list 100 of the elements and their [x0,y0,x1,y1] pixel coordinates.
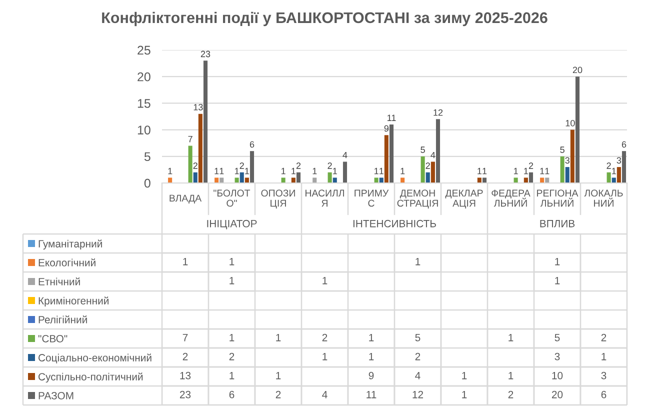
data-label: 1 [374,168,378,174]
data-label: 1 [508,334,514,342]
data-label: 1 [524,168,528,174]
data-label: 13 [194,104,203,110]
data-label: 5 [415,334,420,342]
data-label: 1 [333,168,337,174]
data-label: 10 [566,120,575,126]
y-tick-label: 5 [144,152,150,162]
text: ІНТЕНСИВНІСТЬ [353,220,436,228]
data-label: 7 [182,334,188,342]
text: ВПЛИВ [540,220,575,228]
x-tick-label: ЛОКАЛЬ НИЙ [584,190,623,207]
y-tick-label: 15 [138,99,150,108]
bar [430,162,435,183]
bar [342,162,348,183]
x-tick-label: РЕГІОНА ЛЬНИЙ [537,190,578,207]
y-tick-label: РАЗОМ [38,392,74,400]
data-label: 1 [555,277,560,284]
chart-title: Конфліктогенні події у БАШКОРТОСТАНІ за зиму 2025-2026 [102,12,548,26]
data-label: 1 [322,277,328,284]
y-tick-label: 20 [138,72,150,82]
x-tick-label: ФЕДЕРА ЛЬНИЙ [492,190,530,207]
data-label: 11 [366,391,376,398]
data-label: 1 [234,168,239,174]
y-tick-label: Криміногенний [38,296,108,307]
bar [332,178,337,183]
data-label: 1 [220,168,224,174]
bar [560,156,564,183]
y-tick-label: Релігійний [38,316,87,324]
data-label: 1 [230,277,234,284]
data-label: 6 [601,390,606,398]
data-label: 1 [168,168,172,174]
data-label: 23 [180,390,191,398]
data-label: 4 [415,372,420,380]
data-label: 2 [229,352,234,360]
y-tick-label: Етнічний [38,278,80,286]
data-label: 1 [478,168,482,174]
data-label: 1 [230,372,234,380]
bar [426,172,430,183]
data-label: 3 [616,157,622,164]
data-label: 1 [540,168,544,174]
bar [482,178,487,183]
data-label: 1 [602,353,606,360]
data-label: 1 [230,258,234,266]
y-tick-label: Гуманітарний [38,240,102,250]
data-label: 2 [508,390,514,398]
bar [616,167,621,183]
bar [379,178,384,183]
bar [240,172,244,183]
x-tick-label: НАСИЛЛ Я [306,190,344,207]
data-label: 23 [200,50,210,58]
data-label: 12 [412,390,424,398]
data-label: 2 [240,162,244,169]
data-label: 1 [214,168,219,174]
bar [524,178,528,183]
data-label: 7 [188,136,192,142]
x-tick-label: ВЛАДА [170,194,202,204]
bar [528,172,534,183]
data-label: 6 [622,141,626,148]
bar [436,119,440,183]
data-label: 1 [230,334,234,342]
data-label: 2 [606,162,611,169]
bar [198,114,202,183]
data-label: 1 [482,168,487,174]
y-tick-label: Соціально-економічний [38,354,152,364]
data-label: 20 [552,390,563,398]
text: ІНІЦІАТОР [207,220,257,230]
data-label: 5 [560,146,564,153]
data-label: 1 [416,258,420,266]
data-label: 1 [508,372,514,380]
data-label: 1 [369,334,374,342]
data-label: 2 [328,162,332,169]
bar [234,178,239,183]
bar [220,178,224,183]
data-label: 6 [229,390,234,398]
bar [214,178,219,183]
bar [188,146,192,183]
data-label: 1 [245,168,250,174]
data-label: 2 [601,334,606,342]
bar [575,76,580,183]
data-label: 1 [276,334,281,342]
data-label: 1 [281,168,286,174]
data-label: 12 [434,109,443,116]
data-label: 1 [380,168,384,174]
data-label: 2 [182,352,188,360]
data-label: 4 [342,152,348,158]
bar [545,178,550,183]
bar [250,151,254,183]
bar [612,178,616,183]
data-label: 2 [426,162,430,169]
data-label: 5 [554,334,560,342]
data-label: 1 [276,372,281,380]
data-label: 1 [612,168,616,174]
bar [328,172,332,183]
data-label: 2 [528,162,534,169]
data-label: 1 [183,258,188,266]
x-tick-label: ПРИМУ С [354,190,389,207]
data-label: 11 [388,114,396,121]
x-tick-label: ДЕКЛАР АЦІЯ [445,190,483,209]
data-label: 3 [601,372,606,380]
